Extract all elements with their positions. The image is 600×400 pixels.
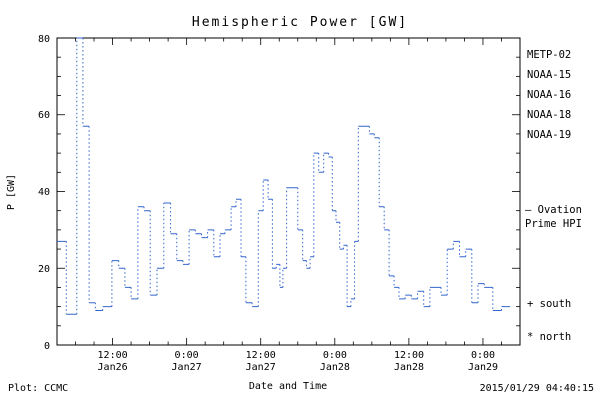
ovation-legend: – Ovation Prime HPI — [525, 204, 582, 230]
hpi-series — [57, 37, 511, 315]
y-tick-40: 40 — [38, 187, 50, 198]
x-tick-6-time: 0:00 — [471, 350, 495, 361]
ovation-legend-line2: Prime HPI — [525, 218, 582, 230]
y-tick-20: 20 — [38, 264, 50, 275]
legend-noaa-19: NOAA-19 — [527, 129, 571, 141]
y-tick-80: 80 — [38, 34, 50, 45]
legend-noaa-16: NOAA-16 — [527, 89, 571, 101]
south-marker-key: + south — [527, 298, 571, 310]
chart-title: Hemispheric Power [GW] — [192, 15, 408, 30]
ovation-legend-line1: – Ovation — [525, 204, 582, 216]
x-tick-1-date: Jan26 — [98, 362, 128, 373]
x-tick-2-time: 0:00 — [175, 350, 199, 361]
hpi-connector-dotted-line — [65, 38, 502, 315]
x-tick-3-time: 12:00 — [246, 350, 276, 361]
north-marker-key: * north — [527, 331, 571, 343]
x-tick-2-date: Jan27 — [172, 362, 202, 373]
x-tick-5-date: Jan28 — [394, 362, 424, 373]
y-tick-0: 0 — [44, 341, 50, 352]
plot-source-label: Plot: CCMC — [8, 383, 68, 394]
legend-metp-02: METP-02 — [527, 49, 571, 61]
x-tick-4-date: Jan28 — [320, 362, 350, 373]
hpi-step-line — [57, 37, 511, 315]
axis-tick-marks — [56, 37, 521, 346]
footer: Plot: CCMC 2015/01/29 04:40:15 — [8, 383, 594, 394]
plot-frame — [56, 37, 521, 346]
x-tick-1-time: 12:00 — [98, 350, 128, 361]
satellite-legend: METP-02 NOAA-15 NOAA-16 NOAA-18 NOAA-19 — [527, 49, 571, 141]
x-tick-3-date: Jan27 — [246, 362, 276, 373]
legend-noaa-15: NOAA-15 — [527, 69, 571, 81]
x-axis-tick-labels: 12:00 Jan26 0:00 Jan27 12:00 Jan27 0:00 … — [98, 350, 499, 373]
x-tick-5-time: 12:00 — [394, 350, 424, 361]
y-axis-tick-labels: 0 20 40 60 80 — [38, 34, 50, 352]
legend-noaa-18: NOAA-18 — [527, 109, 571, 121]
x-tick-6-date: Jan29 — [468, 362, 498, 373]
plot-timestamp: 2015/01/29 04:40:15 — [480, 383, 594, 394]
marker-key: + south * north — [527, 298, 571, 343]
y-axis-label: P [GW] — [6, 174, 17, 210]
x-axis-label: Date and Time — [249, 381, 327, 392]
y-tick-60: 60 — [38, 110, 50, 121]
x-tick-4-time: 0:00 — [323, 350, 347, 361]
